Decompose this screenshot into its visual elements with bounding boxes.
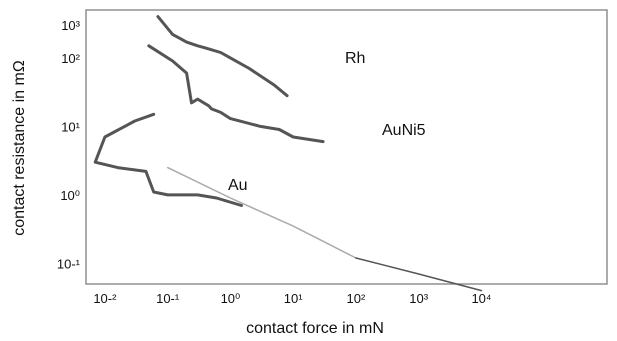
x-tick-label: 10² — [347, 291, 366, 306]
x-tick-label: 10⁰ — [221, 291, 241, 306]
series-label-auni5: AuNi5 — [382, 122, 426, 139]
y-tick-labels: 10-¹ 10⁰ 10¹ 10² 10³ — [57, 18, 81, 271]
y-tick-label: 10³ — [61, 18, 80, 33]
series-line-rh — [156, 15, 289, 98]
x-tick-label: 10⁴ — [471, 291, 491, 306]
x-axis-label: contact force in mN — [246, 320, 384, 337]
x-tick-label: 10-² — [93, 291, 117, 306]
series-lines — [93, 15, 483, 292]
series-line-auni5 — [147, 44, 325, 144]
series-label-rh: Rh — [345, 50, 365, 67]
series-line-au — [93, 112, 243, 207]
series-label-au: Au — [228, 177, 248, 194]
x-tick-label: 10³ — [409, 291, 428, 306]
plot-frame — [85, 9, 608, 285]
x-tick-label: 10¹ — [284, 291, 303, 306]
y-axis-label: contact resistance in mΩ — [11, 60, 28, 236]
x-tick-labels: 10-² 10-¹ 10⁰ 10¹ 10² 10³ 10⁴ — [93, 291, 491, 306]
y-tick-label: 10¹ — [61, 119, 80, 134]
y-tick-label: 10⁰ — [60, 188, 80, 203]
y-tick-label: 10² — [61, 51, 80, 66]
y-tick-label: 10-¹ — [57, 256, 81, 271]
x-tick-label: 10-¹ — [156, 291, 180, 306]
series-line-trend-4 — [355, 257, 483, 292]
series-line-trend-3 — [166, 166, 357, 259]
